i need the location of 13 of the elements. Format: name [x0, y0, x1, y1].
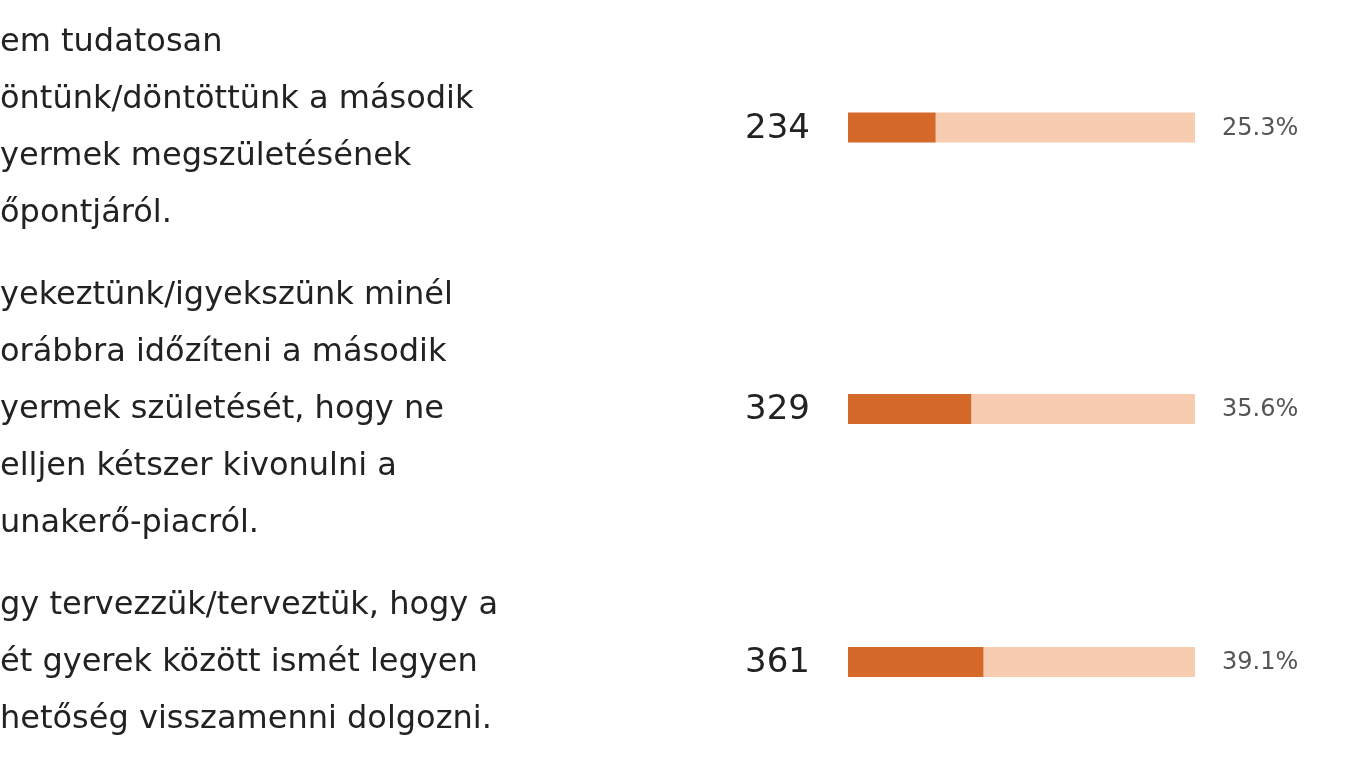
text: 361 [745, 640, 810, 680]
bar [848, 647, 984, 677]
bar [983, 647, 1195, 677]
bar [935, 112, 1195, 143]
text: 329 [745, 387, 810, 427]
data-label: 39.1% [1222, 647, 1299, 675]
y-tick-label: yekeztünk/igyekszünk minél orábbra időzíteni a második yermek születését, hogy ne elljen kétszer kivonulni a unakerő-piacról. [0, 274, 453, 540]
data-label: 25.3% [1222, 112, 1299, 141]
y-tick-label: em tudatosan öntünk/döntöttünk a második yermek megszületésének őpontjáról. [0, 21, 474, 230]
text: 234 [745, 105, 810, 146]
data-label: 35.6% [1222, 394, 1299, 422]
y-tick-label: gy tervezzük/terveztük, hogy a ét gyerek között ismét legyen hetőség visszamenni dolgozni. [0, 584, 499, 736]
bar [848, 112, 936, 143]
